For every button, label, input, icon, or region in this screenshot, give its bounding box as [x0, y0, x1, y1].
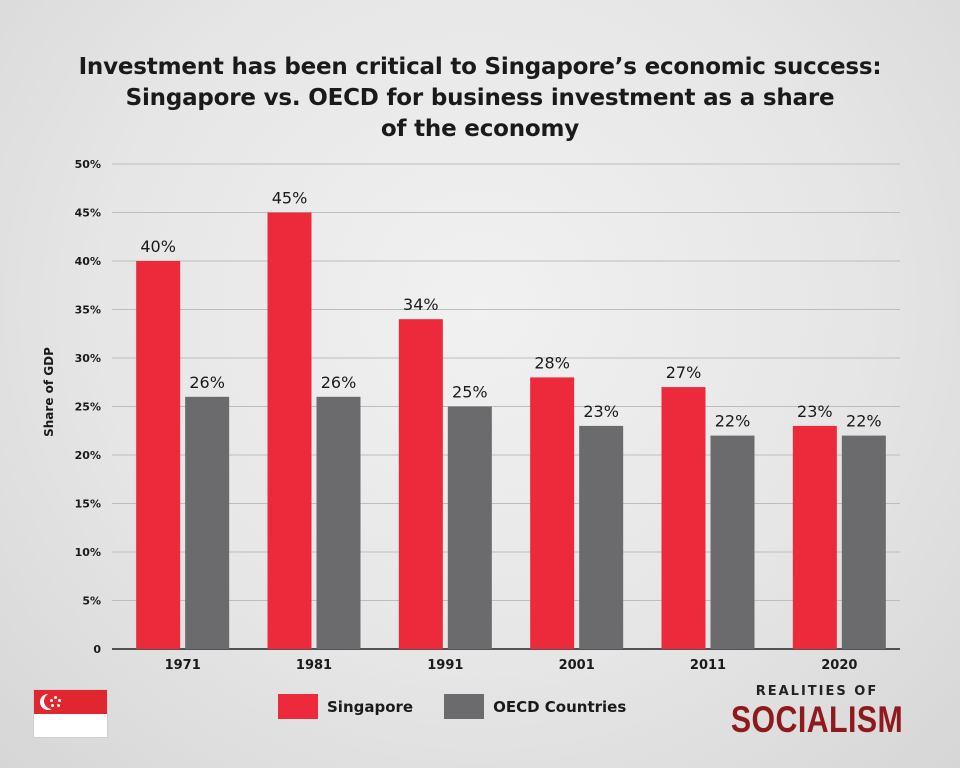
legend-label-oecd: OECD Countries	[493, 697, 627, 716]
data-label: 28%	[534, 353, 570, 372]
y-tick-label: 5%	[82, 595, 101, 608]
data-label: 22%	[846, 412, 882, 431]
y-tick-label: 30%	[75, 352, 101, 365]
bar-oecd-2020	[841, 435, 886, 649]
bar-singapore-2011	[661, 387, 706, 649]
title-line-2: Singapore vs. OECD for business investme…	[125, 85, 835, 111]
data-label: 27%	[666, 363, 702, 382]
legend: Singapore OECD Countries	[278, 694, 657, 719]
title-line-3: of the economy	[380, 116, 580, 142]
data-label: 26%	[189, 373, 225, 392]
data-label: 40%	[140, 237, 176, 256]
legend-swatch-singapore	[278, 694, 318, 719]
y-tick-label: 15%	[75, 498, 101, 511]
legend-item-singapore: Singapore	[278, 694, 413, 719]
data-label: 23%	[583, 402, 619, 421]
data-label: 23%	[797, 402, 833, 421]
bar-singapore-1971	[136, 261, 181, 649]
brand-logo: REALITIES OF SOCIALISM	[712, 684, 922, 738]
y-tick-label: 45%	[75, 207, 101, 220]
x-tick-label: 1991	[427, 658, 463, 673]
x-tick-label: 1981	[296, 658, 332, 673]
data-label: 34%	[403, 295, 439, 314]
x-tick-label: 1971	[165, 658, 201, 673]
bar-singapore-1991	[398, 319, 443, 649]
legend-swatch-oecd	[444, 694, 485, 719]
y-tick-label: 40%	[75, 255, 101, 268]
singapore-flag-icon	[33, 689, 108, 738]
bar-oecd-2011	[710, 435, 755, 649]
brand-main-text: SOCIALISM	[730, 699, 904, 740]
y-tick-label: 25%	[75, 401, 101, 414]
y-tick-label: 20%	[75, 449, 101, 462]
y-tick-label: 35%	[75, 304, 101, 317]
bar-singapore-1981	[267, 212, 312, 649]
bar-singapore-2001	[530, 377, 575, 649]
data-label: 25%	[452, 383, 488, 402]
x-axis: 1971 1981 1991 2001 2011 2020	[165, 658, 858, 673]
brand-top-text: REALITIES OF	[755, 684, 879, 699]
bar-oecd-2001	[579, 425, 624, 649]
y-tick-label: 0	[93, 643, 101, 656]
x-tick-label: 2011	[690, 658, 726, 673]
legend-item-oecd: OECD Countries	[444, 694, 626, 719]
bar-oecd-1991	[447, 406, 492, 649]
bar-oecd-1981	[316, 396, 361, 649]
data-label: 26%	[321, 373, 357, 392]
y-axis: 0 5% 10% 15% 20% 25% 30% 35% 40% 45% 50%	[75, 158, 102, 656]
data-label: 45%	[272, 189, 308, 208]
gridlines	[112, 163, 900, 650]
legend-label-singapore: Singapore	[327, 697, 414, 716]
title-line-1: Investment has been critical to Singapor…	[78, 54, 882, 80]
y-tick-label: 50%	[75, 158, 101, 171]
bar-singapore-2020	[792, 425, 837, 649]
chart-title: Investment has been critical to Singapor…	[60, 52, 900, 145]
y-tick-label: 10%	[75, 546, 101, 559]
x-tick-label: 2001	[559, 658, 595, 673]
bar-oecd-1971	[185, 396, 230, 649]
y-axis-label: Share of GDP	[42, 347, 56, 437]
x-tick-label: 2020	[821, 658, 857, 673]
data-label: 22%	[715, 412, 751, 431]
bars: 40% 26% 45% 26% 34% 25% 28% 23% 27% 22% 23% 22%	[136, 189, 886, 649]
